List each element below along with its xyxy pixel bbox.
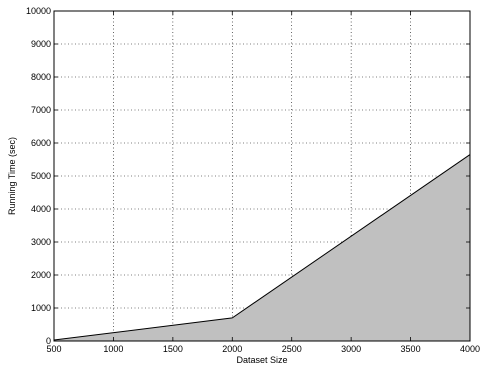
x-tick-label-2500: 2500 bbox=[282, 344, 302, 354]
x-tick-label-3000: 3000 bbox=[341, 344, 361, 354]
y-tick-label-2000: 2000 bbox=[31, 270, 51, 280]
y-tick-label-10000: 10000 bbox=[26, 6, 51, 16]
area-fill-series-0 bbox=[54, 154, 470, 341]
x-tick-label-1500: 1500 bbox=[163, 344, 183, 354]
x-tick-label-4000: 4000 bbox=[460, 344, 480, 354]
y-tick-label-6000: 6000 bbox=[31, 138, 51, 148]
y-tick-label-7000: 7000 bbox=[31, 105, 51, 115]
x-tick-label-2000: 2000 bbox=[222, 344, 242, 354]
x-axis-title: Dataset Size bbox=[236, 355, 287, 365]
tick-label-layer: 500 1000 1500 2000 2500 3000 3500 4000 0 1000 2000… bbox=[26, 6, 480, 354]
y-tick-label-4000: 4000 bbox=[31, 204, 51, 214]
x-tick-label-500: 500 bbox=[46, 344, 61, 354]
tick-layer bbox=[53, 10, 471, 342]
y-tick-label-3000: 3000 bbox=[31, 237, 51, 247]
y-tick-label-9000: 9000 bbox=[31, 39, 51, 49]
x-tick-label-1000: 1000 bbox=[103, 344, 123, 354]
area-line-series-0 bbox=[53, 154, 471, 341]
y-tick-label-1000: 1000 bbox=[31, 303, 51, 313]
y-tick-label-8000: 8000 bbox=[31, 72, 51, 82]
area-layer bbox=[53, 154, 471, 341]
y-tick-label-5000: 5000 bbox=[31, 171, 51, 181]
x-tick-label-3500: 3500 bbox=[401, 344, 421, 354]
y-tick-label-0: 0 bbox=[46, 336, 51, 346]
y-axis-title: Running Time (sec) bbox=[7, 137, 17, 215]
